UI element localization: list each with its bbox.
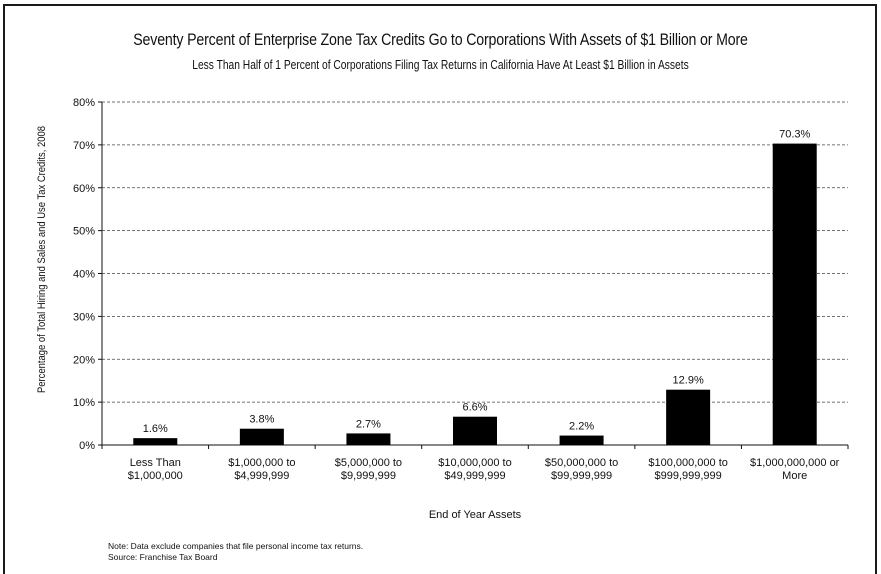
chart-frame: [3, 4, 877, 574]
x-tick-label: $99,999,999: [551, 470, 612, 482]
y-tick-label: 70%: [73, 140, 95, 152]
y-tick-label: 50%: [73, 226, 95, 238]
y-axis-label: Percentage of Total Hiring and Sales and…: [36, 126, 48, 393]
x-tick-label: $9,999,999: [341, 470, 396, 482]
bar: [133, 438, 178, 445]
y-tick-label: 0%: [79, 440, 95, 452]
bar: [666, 389, 711, 445]
chart-note: Note: Data exclude companies that file p…: [108, 541, 364, 551]
data-label: 2.2%: [569, 421, 594, 433]
bar: [559, 435, 604, 445]
x-tick-label: $50,000,000 to: [545, 457, 618, 469]
x-tick-label: $5,000,000 to: [335, 457, 402, 469]
data-label: 70.3%: [779, 129, 810, 141]
y-tick-label: 10%: [73, 397, 95, 409]
y-tick-label: 60%: [73, 183, 95, 195]
chart-title: Seventy Percent of Enterprise Zone Tax C…: [133, 31, 748, 49]
chart-source: Source: Franchise Tax Board: [108, 552, 218, 562]
x-tick-label: $1,000,000: [128, 470, 183, 482]
y-tick-label: 20%: [73, 354, 95, 366]
x-tick-label: Less Than: [130, 457, 181, 469]
bar: [239, 428, 284, 445]
data-label: 1.6%: [143, 423, 168, 435]
x-axis-label: End of Year Assets: [429, 509, 522, 521]
x-tick-label: More: [782, 470, 807, 482]
x-tick-label: $1,000,000 to: [228, 457, 295, 469]
x-tick-label: $10,000,000 to: [438, 457, 511, 469]
bar: [772, 143, 817, 445]
data-label: 6.6%: [462, 402, 487, 414]
x-tick-label: $100,000,000 to: [648, 457, 728, 469]
data-label: 2.7%: [356, 418, 381, 430]
x-tick-label: $4,999,999: [234, 470, 289, 482]
y-tick-label: 40%: [73, 269, 95, 281]
x-tick-label: $1,000,000,000 or: [750, 457, 840, 469]
bar: [453, 416, 497, 445]
data-label: 12.9%: [673, 375, 704, 387]
data-label: 3.8%: [249, 414, 274, 426]
chart-subtitle: Less Than Half of 1 Percent of Corporati…: [192, 58, 689, 72]
x-tick-label: $999,999,999: [654, 470, 721, 482]
bar: [346, 433, 391, 445]
y-tick-label: 30%: [73, 311, 95, 323]
y-tick-label: 80%: [73, 97, 95, 109]
x-tick-label: $49,999,999: [444, 470, 505, 482]
